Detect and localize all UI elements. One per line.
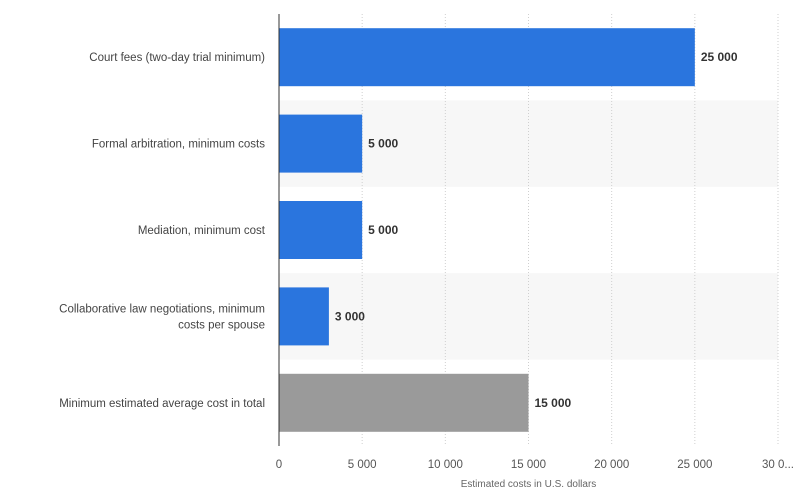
x-tick-label: 25 000	[677, 459, 712, 471]
bars	[279, 28, 695, 432]
x-tick-label: 10 000	[428, 459, 463, 471]
category-label: Court fees (two-day trial minimum)	[89, 52, 265, 64]
bar	[279, 201, 363, 259]
data-labels: 25 000 5 000 5 000 3 000 15 000	[335, 50, 738, 410]
x-tick-label: 5 000	[348, 459, 377, 471]
data-label: 5 000	[368, 223, 398, 237]
data-label: 15 000	[535, 396, 572, 410]
category-label: Formal arbitration, minimum costs	[92, 139, 265, 151]
x-tick-label: 15 000	[511, 459, 546, 471]
x-tick-label: 30 0...	[762, 459, 794, 471]
x-tick-label: 0	[276, 459, 282, 471]
bar	[279, 28, 695, 87]
x-axis-title: Estimated costs in U.S. dollars	[461, 479, 597, 490]
data-label: 5 000	[368, 137, 398, 151]
data-label: 25 000	[701, 50, 738, 64]
category-label: Minimum estimated average cost in total	[59, 398, 265, 410]
bar	[279, 114, 363, 173]
x-tick-labels: 0 5 000 10 000 15 000 20 000 25 000 30 0...	[276, 459, 794, 471]
x-tick-label: 20 000	[594, 459, 629, 471]
category-label: Mediation, minimum cost	[138, 225, 266, 237]
category-label: Collaborative law negotiations, minimum c…	[59, 303, 265, 331]
category-labels: Court fees (two-day trial minimum) Formal…	[59, 52, 266, 410]
bar	[279, 373, 529, 432]
bar	[279, 287, 329, 346]
data-label: 3 000	[335, 309, 365, 323]
